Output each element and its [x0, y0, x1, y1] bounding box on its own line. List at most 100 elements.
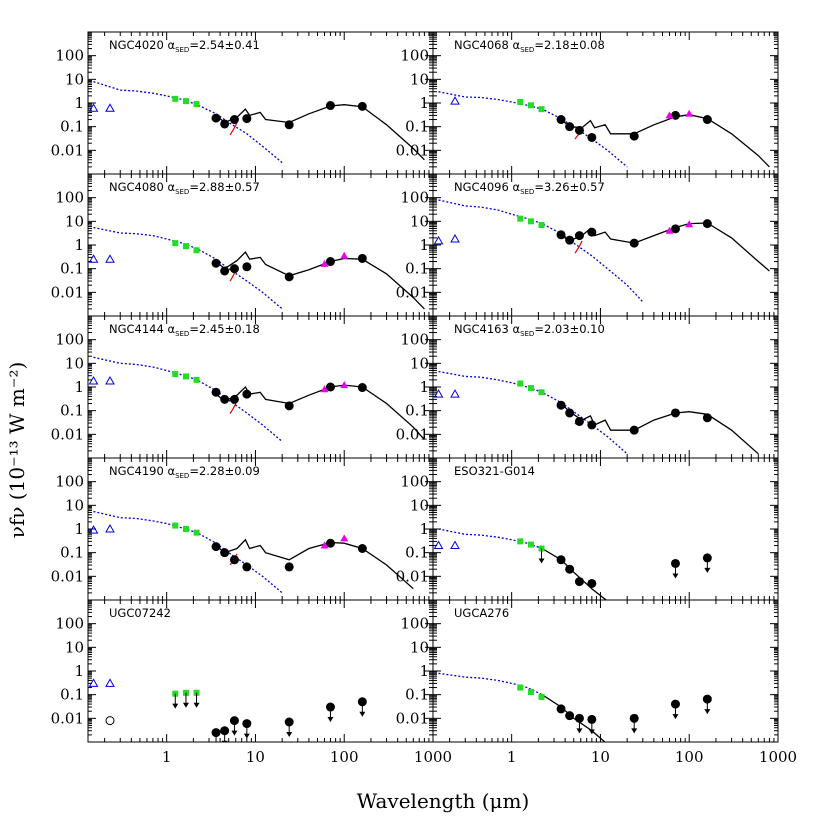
- y-tick-label: 10: [410, 496, 429, 514]
- y-tick-label: 100: [400, 615, 429, 633]
- x-tick-label: 1: [162, 748, 172, 766]
- blue-triangle-point: [450, 540, 460, 550]
- y-tick-label: 10: [65, 496, 84, 514]
- blue-triangle-point: [450, 233, 460, 243]
- blue-triangle-point: [105, 523, 115, 533]
- y-tick-label: 100: [55, 473, 84, 491]
- y-axis-title: νfν (10⁻¹³ W m⁻²): [5, 362, 29, 539]
- black-circle-point: [211, 387, 221, 397]
- sed-panel: 100 10 1 0.1 0.01 NGC4068 αSED=2.18±0.08: [396, 31, 779, 175]
- upper-limit-arrowhead: [538, 558, 545, 564]
- sed-fit-line: [541, 547, 608, 600]
- blue-triangle-point: [88, 678, 99, 687]
- blue-triangle-point: [88, 525, 99, 534]
- stellar-model-line: [93, 356, 283, 442]
- y-tick-label: 100: [55, 189, 84, 207]
- magenta-triangle-point: [340, 534, 349, 542]
- green-square-point: [527, 385, 534, 392]
- black-circle-point: [284, 120, 294, 130]
- panel-frame: [432, 315, 779, 459]
- green-square-point: [193, 376, 200, 383]
- y-tick-label: 0.1: [405, 544, 429, 562]
- green-square-point: [538, 693, 545, 700]
- x-tick-label: 100: [330, 748, 359, 766]
- y-tick-label: 0.01: [396, 709, 429, 727]
- y-tick-label: 10: [65, 212, 84, 230]
- stellar-model-line: [438, 672, 543, 696]
- green-square-point: [517, 380, 524, 387]
- panel-frame: [87, 173, 434, 317]
- magenta-triangle-point: [320, 385, 329, 393]
- magenta-triangle-point: [665, 226, 674, 234]
- y-tick-label: 0.1: [405, 118, 429, 136]
- black-circle-point: [284, 401, 294, 411]
- blue-triangle-point: [105, 103, 115, 112]
- panel-title: ESO321-G014: [454, 464, 535, 478]
- y-tick-label: 0.01: [396, 425, 429, 443]
- y-tick-label: 10: [65, 70, 84, 88]
- panel-frame: [432, 173, 779, 317]
- blue-triangle-point: [450, 389, 460, 398]
- green-square-point: [172, 95, 179, 102]
- green-square-point: [527, 102, 534, 109]
- panel-frame: [87, 31, 434, 175]
- sed-panel: 100 10 1 0.1 0.01 1 10 100 1000 UGCA276: [396, 599, 797, 766]
- blue-triangle-point: [433, 540, 444, 550]
- panel-title: NGC4190 αSED=2.28±0.09: [109, 464, 260, 480]
- upper-limit-arrowhead: [182, 702, 189, 708]
- x-tick-label: 10: [591, 748, 610, 766]
- black-circle-point: [211, 258, 221, 268]
- green-square-point: [182, 243, 189, 250]
- green-square-point: [517, 538, 524, 545]
- black-circle-point: [357, 543, 367, 553]
- magenta-triangle-point: [685, 220, 694, 228]
- stellar-model-line: [438, 370, 628, 455]
- black-circle-point: [556, 115, 566, 125]
- y-tick-label: 100: [400, 47, 429, 65]
- stellar-model-line: [93, 226, 283, 310]
- black-circle-point: [587, 227, 597, 237]
- y-tick-label: 0.01: [396, 567, 429, 585]
- y-tick-label: 10: [410, 70, 429, 88]
- sed-fit-line: [541, 694, 606, 742]
- blue-triangle-point: [450, 96, 460, 105]
- green-square-point: [527, 541, 534, 548]
- blue-triangle-point: [88, 375, 99, 385]
- y-tick-label: 0.1: [405, 260, 429, 278]
- dust-component-line: [574, 240, 583, 254]
- panel-frame: [87, 599, 434, 743]
- magenta-triangle-point: [320, 541, 329, 549]
- panel-title: NGC4020 αSED=2.54±0.41: [109, 38, 260, 54]
- green-square-point: [517, 684, 524, 691]
- black-circle-point: [229, 264, 239, 274]
- y-tick-label: 1: [419, 94, 429, 112]
- panel-title: UGCA276: [454, 606, 509, 620]
- panel-plot-area: [88, 80, 425, 164]
- black-circle-point: [574, 577, 584, 587]
- sed-panel: 100 10 1 0.1 0.01 NGC4020 αSED=2.54±0.41: [51, 31, 434, 175]
- upper-limit-arrowhead: [631, 728, 638, 734]
- panel-frame: [87, 315, 434, 459]
- y-tick-label: 0.1: [60, 544, 84, 562]
- y-tick-label: 0.01: [396, 141, 429, 159]
- black-circle-point: [556, 400, 566, 410]
- panel-plot-area: [88, 356, 425, 442]
- green-square-point: [172, 240, 179, 247]
- x-tick-label: 1: [507, 748, 517, 766]
- y-tick-label: 1: [419, 520, 429, 538]
- panel-plot-area: [88, 226, 425, 310]
- y-tick-label: 10: [410, 212, 429, 230]
- sed-panel: 100 10 1 0.1 0.01 NGC4144 αSED=2.45±0.18: [51, 315, 434, 459]
- black-circle-point: [629, 131, 639, 141]
- black-circle-point: [587, 578, 597, 588]
- y-tick-label: 0.1: [60, 260, 84, 278]
- green-square-point: [527, 688, 534, 695]
- panel-plot-area: [433, 370, 759, 455]
- upper-limit-arrowhead: [286, 731, 293, 737]
- y-tick-label: 0.1: [60, 686, 84, 704]
- y-tick-label: 10: [65, 638, 84, 656]
- y-tick-label: 10: [410, 354, 429, 372]
- stellar-model-line: [438, 528, 543, 550]
- black-circle-point: [229, 555, 239, 565]
